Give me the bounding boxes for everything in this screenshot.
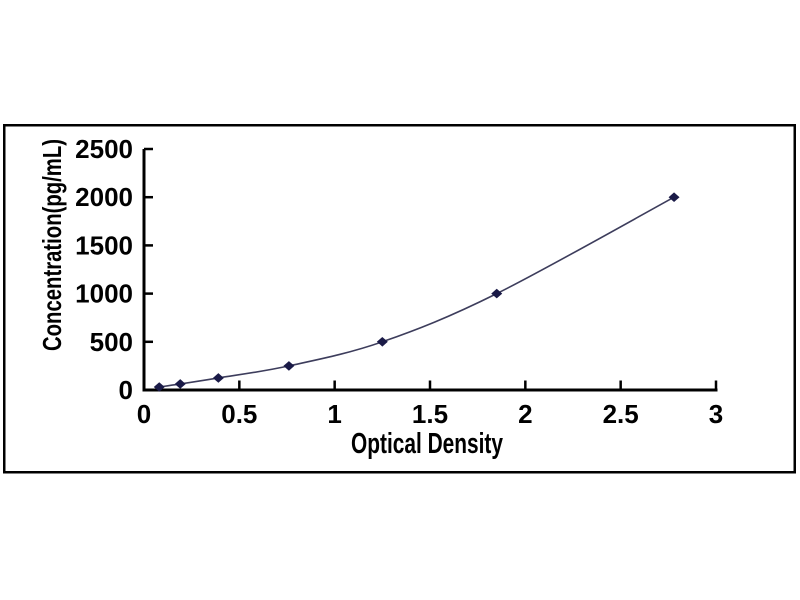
x-tick-label: 2.5 — [603, 399, 639, 429]
data-point-marker — [376, 337, 388, 347]
data-point-marker — [212, 373, 224, 383]
x-tick-label: 2 — [518, 399, 532, 429]
y-tick-label: 0 — [119, 375, 133, 405]
y-tick-label: 2000 — [75, 182, 133, 212]
x-tick-label: 1.5 — [412, 399, 448, 429]
x-tick-label: 0 — [137, 399, 151, 429]
data-point-marker — [174, 379, 186, 389]
y-axis-title: Concentration(pg/mL) — [37, 139, 67, 351]
data-point-marker — [283, 361, 295, 371]
data-point-marker — [668, 192, 680, 202]
x-axis-title: Optical Density — [351, 428, 503, 460]
data-point-marker — [153, 382, 165, 392]
y-tick-label: 2500 — [75, 134, 133, 164]
data-point-marker — [491, 288, 503, 299]
data-series — [153, 192, 680, 392]
axes — [142, 147, 718, 392]
x-tick-label: 3 — [709, 399, 723, 429]
x-tick-label: 0.5 — [221, 399, 257, 429]
x-tick-label: 1 — [327, 399, 341, 429]
y-tick-label: 1500 — [75, 230, 133, 260]
chart-frame — [3, 124, 796, 474]
tick-labels: 0 500 1000 1500 2000 2500 0 0.5 1 1.5 2 2.5 3 — [75, 134, 723, 429]
standard-curve-line — [159, 196, 675, 388]
y-tick-label: 500 — [90, 327, 133, 357]
y-tick-label: 1000 — [75, 279, 133, 309]
